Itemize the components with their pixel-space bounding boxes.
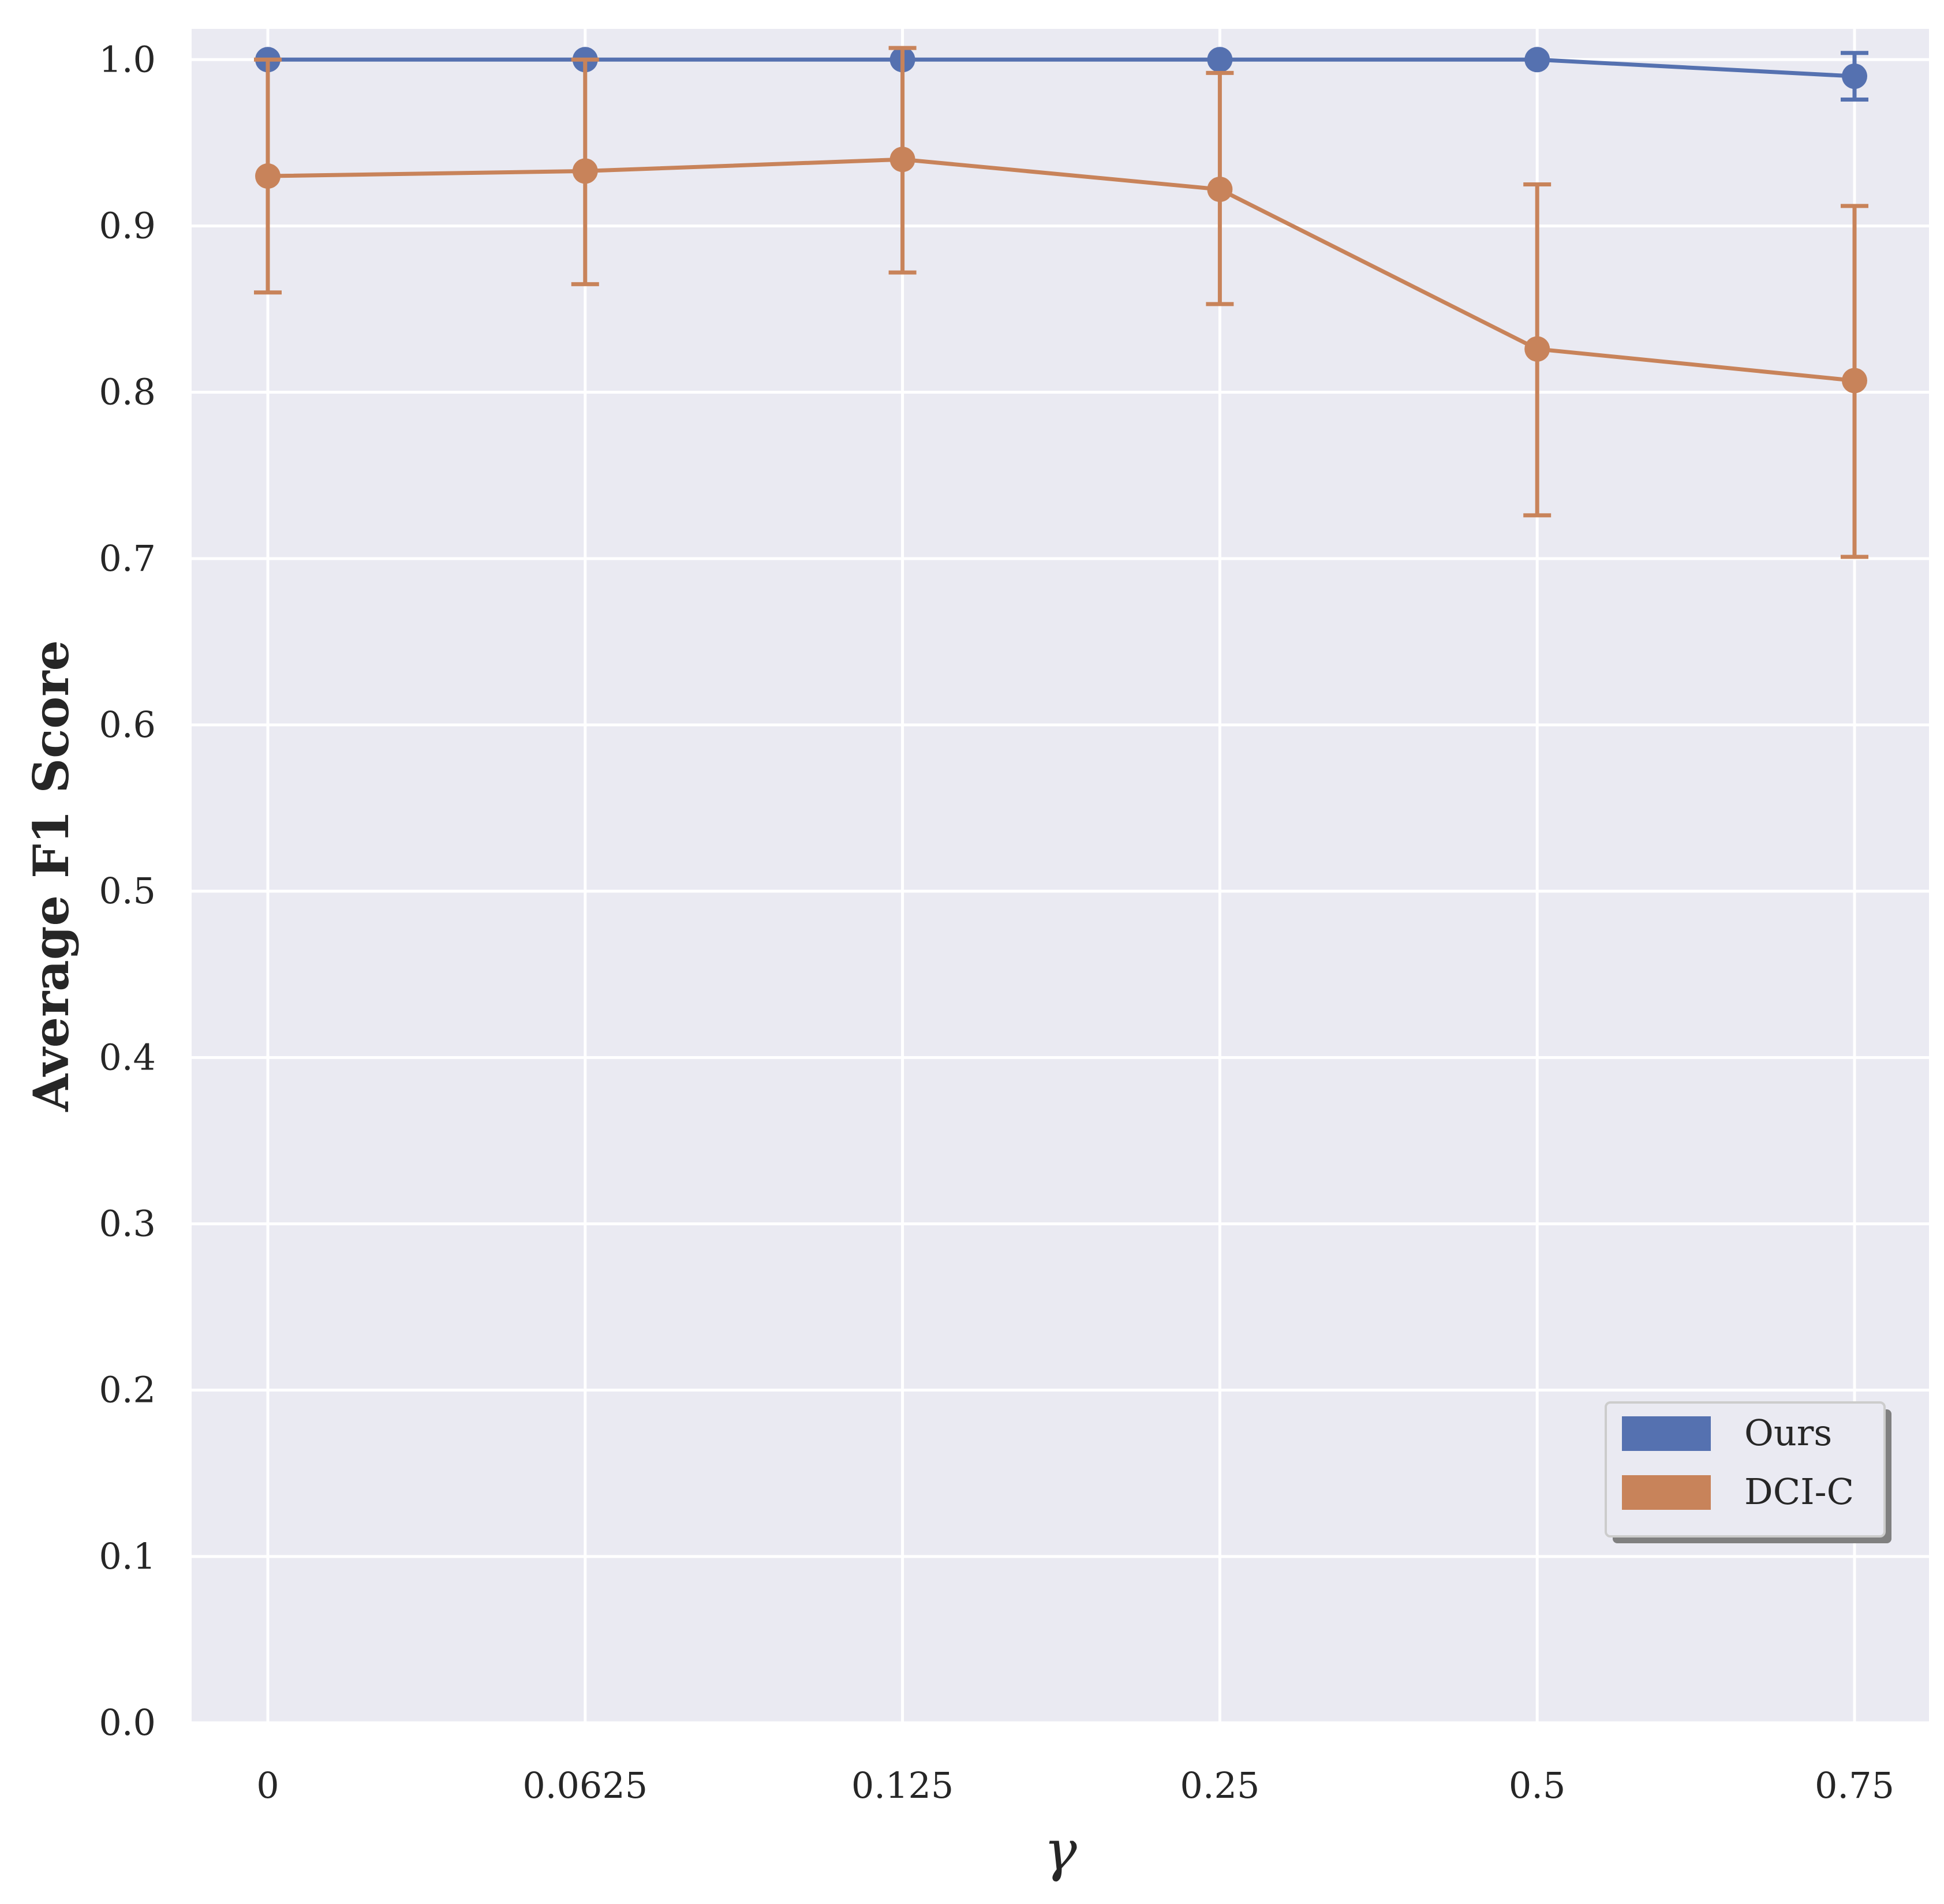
x-tick-label: 0.5 xyxy=(1509,1764,1566,1806)
legend-swatch xyxy=(1622,1475,1711,1510)
y-tick-label: 0.5 xyxy=(99,870,156,912)
legend-label: Ours xyxy=(1744,1412,1832,1454)
y-tick-label: 0.9 xyxy=(99,204,156,246)
series-layer xyxy=(254,46,1868,559)
data-point xyxy=(1842,368,1867,394)
data-point xyxy=(572,158,598,184)
y-tick-label: 0.3 xyxy=(99,1202,156,1244)
y-tick-label: 0.8 xyxy=(99,371,156,413)
data-point xyxy=(1524,47,1550,73)
data-point xyxy=(255,163,281,189)
legend-label: DCI-C xyxy=(1744,1471,1854,1513)
series-line xyxy=(267,157,1855,383)
series-dci-c xyxy=(254,46,1868,559)
y-tick-label: 0.7 xyxy=(99,537,156,579)
y-tick-label: 0.6 xyxy=(99,704,156,746)
x-tick-label: 0.75 xyxy=(1815,1764,1894,1806)
data-point xyxy=(1207,177,1233,203)
data-point xyxy=(1842,63,1867,89)
x-axis-ticks: 0 0.0625 0.125 0.25 0.5 0.75 xyxy=(256,1764,1894,1806)
x-tick-label: 0.25 xyxy=(1180,1764,1259,1806)
x-tick-label: 0.125 xyxy=(851,1764,954,1806)
legend: Ours DCI-C xyxy=(1605,1401,1891,1543)
data-point xyxy=(1524,336,1550,362)
y-axis-ticks: 0.0 0.1 0.2 0.3 0.4 0.5 0.6 0.7 0.8 0.9 1.0 xyxy=(99,38,156,1744)
series-ours xyxy=(255,47,1868,102)
y-tick-label: 1.0 xyxy=(99,38,156,80)
x-tick-label: 0 xyxy=(256,1764,279,1806)
y-axis-label: Average F1 Score xyxy=(23,640,80,1112)
x-tick-label: 0.0625 xyxy=(522,1764,648,1806)
y-tick-label: 0.4 xyxy=(99,1036,156,1078)
data-point xyxy=(1207,47,1233,73)
y-tick-label: 0.2 xyxy=(99,1369,156,1411)
data-point xyxy=(889,147,915,173)
series-line xyxy=(268,57,1855,78)
x-axis-label: γ xyxy=(1044,1819,1077,1883)
y-tick-label: 0.0 xyxy=(99,1701,156,1744)
y-tick-label: 0.1 xyxy=(99,1535,156,1577)
legend-swatch xyxy=(1622,1416,1711,1451)
